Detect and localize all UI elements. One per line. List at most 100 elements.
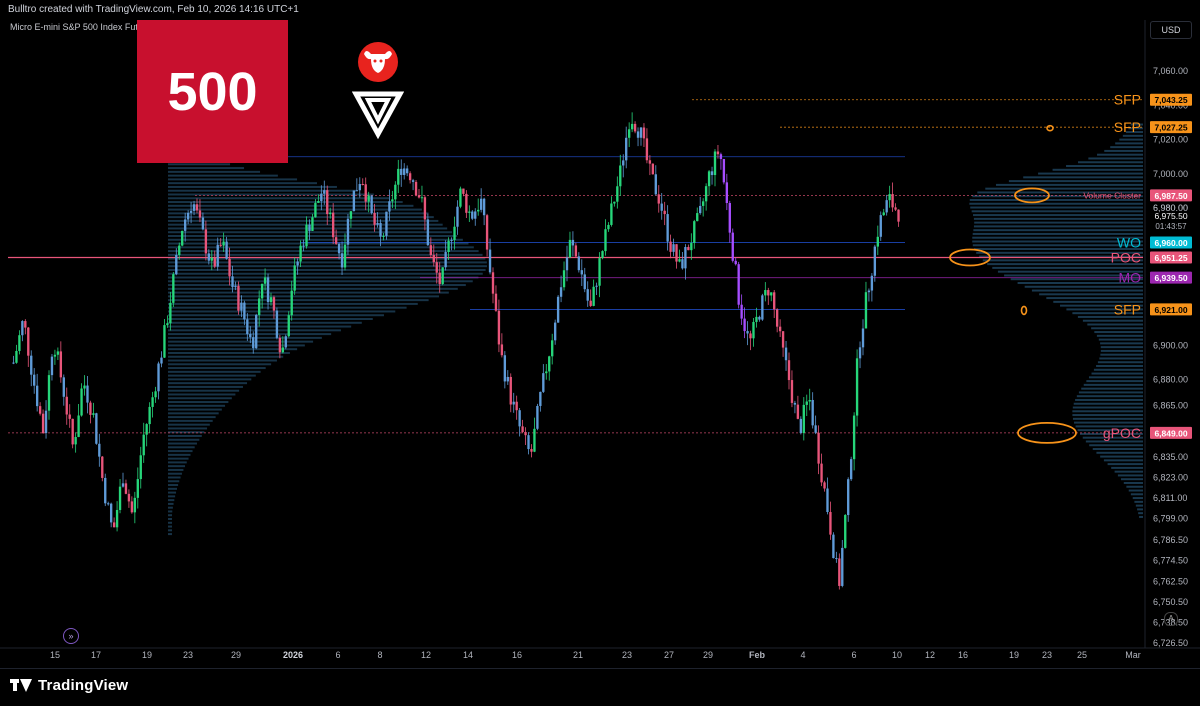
volume-profile-bar [1008,180,1143,183]
candle-body [867,290,871,293]
volume-profile-bar [969,202,1143,205]
candle-body [142,434,145,456]
candle-body [53,354,57,357]
candle-body [876,236,879,247]
volume-profile-bar [973,225,1143,228]
volume-profile-bar [1096,334,1143,337]
candle-body [35,385,39,407]
candle-body [183,219,187,231]
volume-profile-bar [972,244,1143,247]
candle-body [77,415,80,437]
volume-profile-bar [1074,421,1143,424]
candle-body [216,244,219,267]
volume-profile-bar [1086,380,1143,383]
created-by-header: Bulltro created with TradingView.com, Fe… [8,4,299,15]
candle-body [598,258,601,286]
price-tick-label: 7,020.00 [1153,135,1188,145]
candle-body [521,426,524,433]
candle-body [681,259,684,269]
volume-profile-bar [1135,504,1143,507]
price-badge-text: 6,921.00 [1154,305,1187,315]
volume-profile-bar [1138,512,1143,515]
candle-body [263,277,267,284]
volume-profile-bar [1087,323,1143,326]
candle-body [438,272,441,284]
candle-body [710,171,714,176]
candle-body [314,202,317,218]
price-badge-text: 6,849.00 [1154,428,1187,438]
candle-body [835,558,838,560]
volume-profile-bar [168,189,357,192]
price-chart[interactable]: 7,060.007,040.007,020.007,000.006,980.00… [0,20,1200,668]
candle-body [645,138,649,161]
candle-body [858,347,862,359]
candle-body [778,326,782,332]
candle-body [580,270,583,275]
candle-body [24,321,27,328]
logo-500: 500 [137,20,288,163]
time-tick-label: 19 [1009,650,1019,660]
volume-profile-bar [168,299,429,302]
candle-body [805,401,808,405]
candle-body [565,257,569,271]
symbol-title: Micro E-mini S&P 500 Index Futures · 2h … [10,22,202,32]
candle-body [124,483,128,494]
auto-scale-button[interactable]: A [1164,612,1178,626]
volume-profile-bar [168,223,443,226]
volume-profile-bar [168,253,483,256]
volume-profile-bar [1072,406,1143,409]
candle-body [246,319,249,335]
volume-profile-bar [973,229,1143,232]
volume-profile-bar [1010,278,1143,281]
candle-body [456,206,459,227]
candle-body [172,274,175,303]
candle-body [15,350,18,363]
volume-profile-bar [1123,481,1143,484]
time-tick-label: 23 [1042,650,1052,660]
volume-profile-bar [1017,281,1143,284]
candle-body [509,376,512,405]
volume-profile-bar [168,242,469,245]
volume-profile-bar [168,295,440,298]
current-price-badge [1150,209,1192,232]
tradingview-logo[interactable]: TradingView [10,677,128,694]
candle-body [121,483,125,487]
volume-profile-bar [1072,414,1143,417]
level-label-sfp: SFP [1114,92,1141,108]
candle-body [462,188,465,194]
candle-body [725,182,729,204]
candle-body [104,477,107,504]
candle-body [89,402,92,415]
volume-profile-bar [168,363,272,366]
candle-body [148,406,151,425]
candle-body [699,205,702,214]
time-tick-label: 29 [231,650,241,660]
candle-body [435,262,438,273]
volume-profile-bar [168,423,210,426]
volume-profile-bar [168,291,449,294]
volume-profile-bar [168,261,487,264]
candle-body [808,399,811,402]
volume-profile-bar [1093,368,1143,371]
volume-profile-bar [1053,300,1143,303]
candle-body [847,479,850,516]
candle-body [432,255,435,263]
currency-button[interactable]: USD [1150,21,1192,39]
candle-body [275,310,279,338]
volume-profile-bar [168,174,278,177]
candle-body [553,322,557,341]
volume-profile-bar [168,438,200,441]
candle-body [136,479,139,498]
candle-body [323,190,326,194]
bull-head-icon [352,42,404,140]
volume-profile-bar [168,216,434,219]
replay-icon[interactable]: » [63,628,79,644]
candle-body [666,214,669,242]
volume-profile-bar [168,442,197,445]
volume-profile-bar [168,257,486,260]
annotation-circle [1046,124,1054,132]
candle-body [166,323,169,326]
volume-profile-bar [1046,297,1143,300]
candle-body [74,436,77,445]
price-badge-text: 6,939.50 [1154,273,1187,283]
